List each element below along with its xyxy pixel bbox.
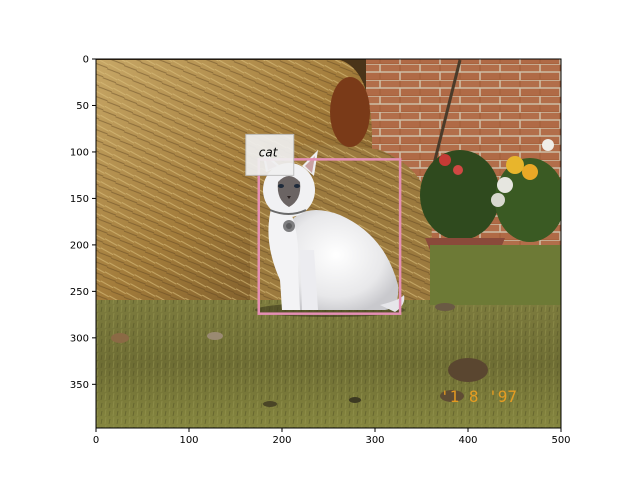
bbox-label: cat xyxy=(259,145,279,159)
y-tick-label: 350 xyxy=(70,380,89,391)
y-tick-label: 0 xyxy=(83,55,89,66)
flower-yellow xyxy=(506,156,524,174)
x-tick-label: 100 xyxy=(179,435,198,446)
x-tick-label: 200 xyxy=(272,435,291,446)
pumpkin xyxy=(330,77,370,147)
x-tick-label: 0 xyxy=(93,435,99,446)
detections: cat xyxy=(245,133,402,315)
y-tick-label: 200 xyxy=(70,240,89,251)
x-axis: 0 100 200 300 400 500 xyxy=(93,428,571,446)
leaf xyxy=(349,397,361,403)
y-tick-label: 300 xyxy=(70,333,89,344)
leaf xyxy=(263,401,277,407)
date-stamp: '1 8 '97 xyxy=(440,387,517,406)
y-tick-label: 250 xyxy=(70,287,89,298)
flower-red xyxy=(453,165,463,175)
leaf-pile xyxy=(448,358,488,382)
x-tick-label: 500 xyxy=(551,435,570,446)
flower-bush xyxy=(495,158,561,242)
y-tick-label: 100 xyxy=(70,147,89,158)
flower-yellow xyxy=(522,164,538,180)
flower-white xyxy=(491,193,505,207)
axes-frame xyxy=(95,58,562,429)
flower-red xyxy=(439,154,451,166)
y-tick-label: 150 xyxy=(70,194,89,205)
photo: '1 8 '97 xyxy=(96,59,561,428)
leaf xyxy=(207,332,223,340)
leaf xyxy=(435,303,455,311)
x-tick-label: 400 xyxy=(458,435,477,446)
leaf xyxy=(440,390,464,402)
bbox-label-box xyxy=(245,133,295,176)
bbox-rect xyxy=(257,158,402,315)
leaf xyxy=(111,333,129,343)
shrub xyxy=(420,150,500,240)
flower-white xyxy=(542,139,554,151)
flower-white xyxy=(497,177,513,193)
y-tick-label: 50 xyxy=(76,101,89,112)
lawn-back xyxy=(430,245,561,305)
x-tick-label: 300 xyxy=(365,435,384,446)
lawn-texture xyxy=(96,300,561,428)
y-axis: 0 50 100 150 200 250 300 350 xyxy=(70,55,96,391)
